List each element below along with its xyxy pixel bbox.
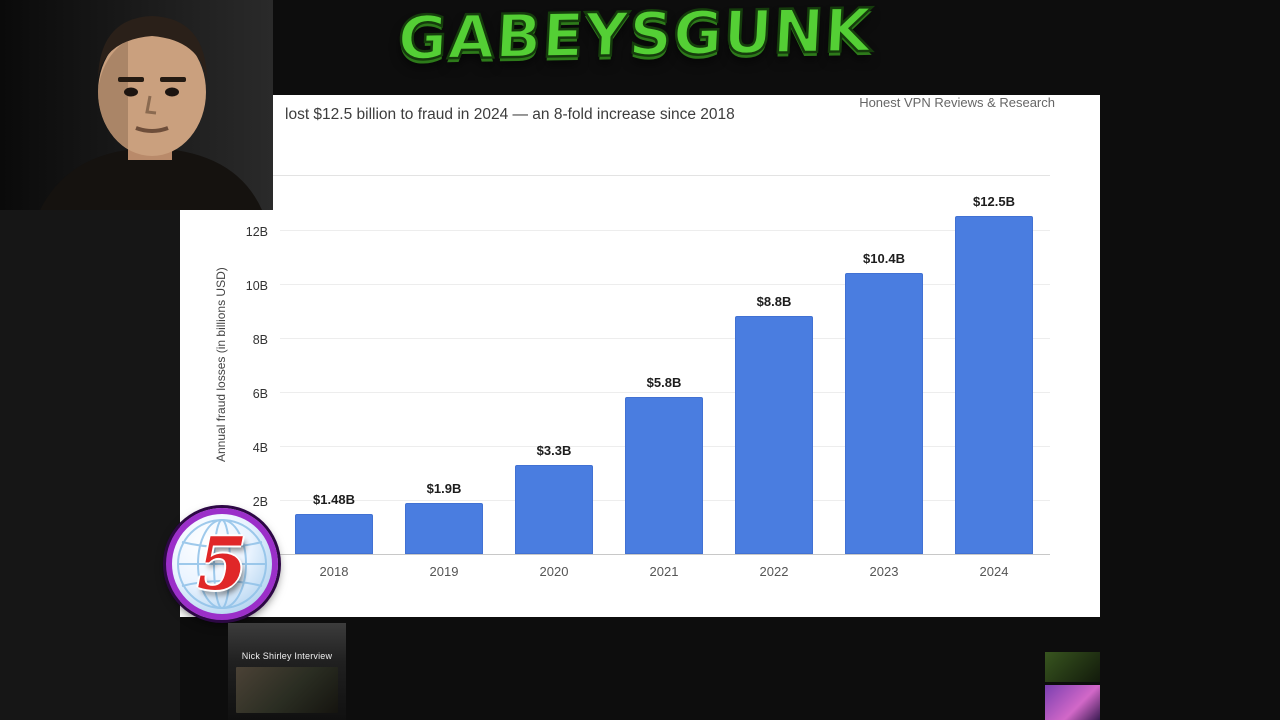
y-tick-label: 4B [252,441,268,455]
thumbnail-image [1045,652,1100,682]
channel-5-logo: 5 [166,508,278,620]
y-tick-label: 2B [252,495,268,509]
bar-value-label: $10.4B [863,251,905,266]
x-tick-label: 2024 [979,564,1009,579]
globe-icon [177,519,267,609]
logo-number: 5 [196,521,248,606]
gridline [280,284,1050,285]
bar-2023 [845,273,923,554]
y-axis-title: Annual fraud losses (in billions USD) [214,267,228,463]
source-attribution: Honest VPN Reviews & Research [859,95,1055,110]
bar-chart-plot: 2B 4B 6B 8B 10B 12B $1.48B 2018 $1.9B 2019 $3.3B 20… [246,194,1050,579]
timeline-thumbnails-right [1045,652,1100,720]
bar-value-label: $1.9B [426,481,462,496]
bar-2019 [405,503,483,554]
header-divider [273,175,1050,176]
x-axis-line [280,554,1050,555]
bar-value-label: $5.8B [646,375,682,390]
gridline [280,392,1050,393]
bar-value-label: $8.8B [756,294,792,309]
chart-headline: lost $12.5 billion to fraud in 2024 — an… [285,106,735,123]
timeline-thumbnail-left: Nick Shirley Interview [228,623,346,720]
y-tick-label: 8B [252,333,268,347]
y-tick-label: 10B [245,279,268,293]
person-face [0,0,273,210]
thumbnail-caption: Nick Shirley Interview [241,651,333,661]
graffiti-watermark-text: GABEYSGUNK [395,0,875,75]
x-tick-label: 2020 [539,564,569,579]
bar-2018 [295,514,373,554]
bar-value-label: $12.5B [973,194,1015,209]
chart-panel: lost $12.5 billion to fraud in 2024 — an… [180,95,1100,617]
x-tick-label: 2023 [869,564,899,579]
bar-2020 [515,465,593,554]
x-tick-label: 2019 [429,564,459,579]
gridline [280,230,1050,231]
x-tick-label: 2021 [649,564,679,579]
y-tick-label: 6B [252,387,268,401]
bar-value-label: $3.3B [536,443,572,458]
gridline [280,338,1050,339]
y-tick-label: 12B [245,225,268,239]
thumbnail-image [236,667,338,713]
bar-2024 [955,216,1033,554]
bar-2021 [625,397,703,554]
x-tick-label: 2018 [319,564,349,579]
webcam-person-video [0,0,273,210]
thumbnail-image [1045,685,1100,720]
bar-2022 [735,316,813,554]
bar-value-label: $1.48B [313,492,355,507]
x-tick-label: 2022 [759,564,789,579]
